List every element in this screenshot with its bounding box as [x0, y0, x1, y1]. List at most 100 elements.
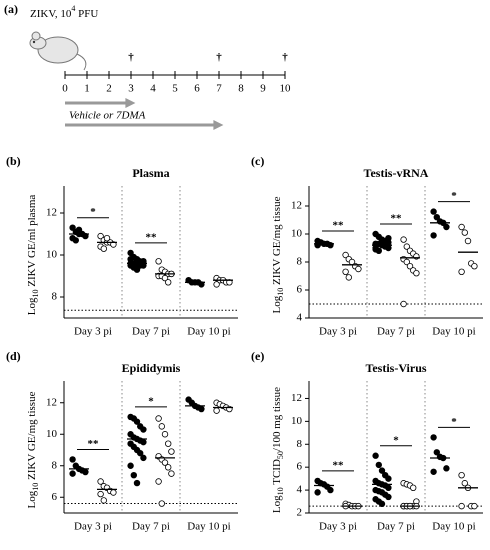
data-point: [213, 281, 220, 288]
data-point: [458, 472, 465, 479]
data-point: [443, 465, 450, 472]
data-point: [385, 484, 392, 491]
data-point: [378, 467, 386, 474]
data-point: [443, 223, 450, 231]
chart-title: Epididymis: [122, 361, 181, 375]
data-point: [471, 502, 478, 510]
data-point: [430, 232, 437, 239]
text-part: /100 mg tissue: [271, 387, 283, 451]
y-tick-label: 8: [52, 459, 58, 471]
data-point: [127, 256, 134, 263]
data-point: [403, 258, 410, 266]
data-point: [133, 266, 141, 273]
data-point: [213, 407, 220, 414]
data-point: [355, 265, 362, 273]
data-point: [100, 497, 107, 504]
y-tick-label: 4: [297, 484, 303, 496]
data-point: [155, 415, 162, 422]
chart-title: Testis-Virus: [365, 361, 426, 375]
data-point: [375, 461, 382, 469]
text-part: ZIKV GE/mg tissue: [26, 391, 38, 482]
y-tick-label: 12: [291, 200, 302, 212]
data-point: [458, 502, 465, 510]
data-point: [133, 479, 141, 487]
endpoint-cross: †: [128, 52, 134, 64]
data-point: [164, 440, 172, 447]
endpoint-cross: †: [216, 52, 222, 64]
panel-label: (c): [251, 154, 264, 168]
y-axis-label: Log10 ZIKV GE/mg tissue: [271, 196, 286, 313]
arrow-head: [213, 120, 224, 130]
data-point: [140, 454, 147, 462]
data-point: [458, 223, 465, 231]
data-point: [161, 459, 169, 466]
data-point: [198, 405, 205, 413]
data-point: [385, 234, 392, 242]
tick-label: 6: [194, 83, 200, 95]
endpoint-cross: †: [282, 52, 288, 64]
text-part: Log: [271, 295, 283, 313]
data-point: [430, 468, 437, 475]
data-point: [140, 438, 147, 446]
y-tick-label: 10: [291, 228, 303, 240]
data-point: [130, 262, 137, 269]
data-point: [161, 431, 169, 438]
data-point: [164, 279, 172, 286]
tick-label: 3: [128, 83, 134, 95]
y-tick-label: 4: [297, 312, 303, 324]
data-point: [133, 418, 141, 425]
data-point: [127, 249, 134, 257]
data-point: [168, 470, 175, 477]
x-tick-label: Day 10 pi: [432, 326, 475, 338]
significance-label: **: [333, 220, 345, 232]
data-point: [458, 268, 465, 275]
data-point: [82, 232, 89, 240]
data-point: [433, 213, 440, 221]
data-point: [72, 237, 79, 244]
y-tick-label: 2: [297, 507, 303, 519]
tick-label: 10: [280, 83, 292, 95]
text-part: TCID: [271, 459, 283, 487]
text-part: Log: [271, 495, 283, 513]
data-point: [378, 237, 386, 245]
data-point: [161, 274, 169, 282]
x-tick-label: Day 7 pi: [377, 326, 415, 338]
data-point: [342, 268, 349, 275]
y-tick-label: 10: [46, 249, 58, 261]
tick-label: 0: [62, 83, 68, 95]
x-tick-label: Day 3 pi: [74, 326, 112, 338]
data-point: [97, 490, 104, 498]
y-axis-label: Log10 TCID50/100 mg tissue: [271, 387, 286, 513]
data-point: [100, 245, 107, 252]
data-point: [155, 478, 162, 485]
data-point: [372, 244, 379, 252]
y-tick-label: 8: [297, 438, 303, 450]
data-point: [69, 470, 76, 477]
x-tick-label: Day 10 pi: [187, 521, 230, 533]
y-axis-label: Log10 ZIKV GE/mg tissue: [26, 391, 41, 508]
tick-label: 5: [172, 83, 178, 95]
data-point: [327, 486, 334, 494]
y-tick-label: 12: [46, 207, 57, 219]
data-point: [110, 489, 117, 496]
x-tick-label: Day 10 pi: [187, 326, 230, 338]
text-part: Log: [26, 490, 38, 508]
panel-label: (b): [6, 154, 21, 168]
text-part: 50: [276, 451, 285, 459]
data-point: [130, 472, 137, 479]
tick-label: 1: [84, 83, 90, 95]
data-point: [378, 500, 386, 508]
panel-label: (e): [251, 349, 264, 363]
chart-title: Plasma: [132, 166, 169, 180]
text-part: 10: [31, 483, 40, 491]
data-point: [461, 229, 468, 236]
y-tick-label: 8: [52, 291, 58, 303]
data-point: [82, 468, 89, 476]
timeline-title: ZIKV, 104 PFU: [30, 4, 98, 19]
data-point: [400, 236, 407, 243]
text-part: 4: [71, 4, 75, 13]
x-tick-label: Day 3 pi: [319, 326, 357, 338]
data-point: [385, 475, 392, 482]
data-point: [471, 263, 478, 270]
